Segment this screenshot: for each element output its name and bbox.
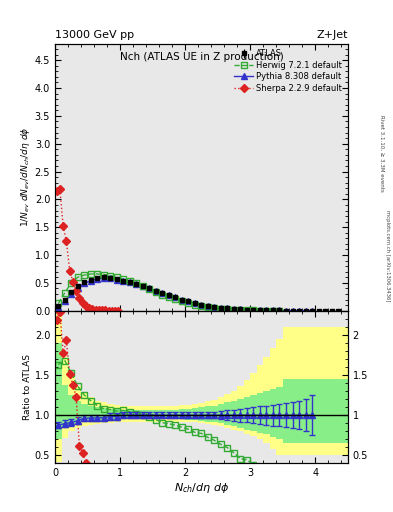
Y-axis label: Ratio to ATLAS: Ratio to ATLAS	[23, 354, 32, 420]
Legend: ATLAS, Herwig 7.2.1 default, Pythia 8.308 default, Sherpa 2.2.9 default: ATLAS, Herwig 7.2.1 default, Pythia 8.30…	[233, 48, 343, 95]
Text: 13000 GeV pp: 13000 GeV pp	[55, 30, 134, 40]
Text: Rivet 3.1.10, ≥ 3.3M events: Rivet 3.1.10, ≥ 3.3M events	[380, 115, 384, 192]
Y-axis label: $1/N_{ev}\ dN_{ev}/dN_{ch}/d\eta\ d\phi$: $1/N_{ev}\ dN_{ev}/dN_{ch}/d\eta\ d\phi$	[19, 127, 32, 227]
Text: mcplots.cern.ch [arXiv:1306.3436]: mcplots.cern.ch [arXiv:1306.3436]	[385, 210, 390, 302]
Text: Nch (ATLAS UE in Z production): Nch (ATLAS UE in Z production)	[119, 52, 283, 61]
Text: Z+Jet: Z+Jet	[316, 30, 348, 40]
X-axis label: $N_{ch}/d\eta\ d\phi$: $N_{ch}/d\eta\ d\phi$	[174, 481, 229, 495]
